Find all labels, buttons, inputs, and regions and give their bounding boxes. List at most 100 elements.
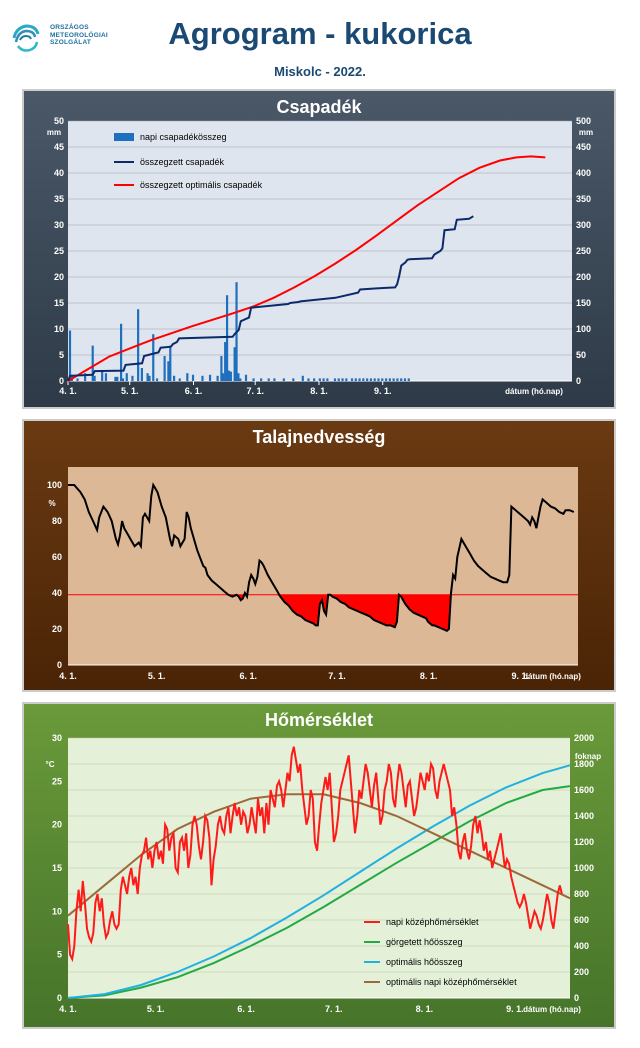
y-tick-label: 100 bbox=[47, 480, 62, 490]
precip-bar bbox=[403, 378, 407, 381]
y2-tick-label: 350 bbox=[576, 194, 591, 204]
precip-bar bbox=[337, 378, 340, 381]
y-tick-label: 30 bbox=[54, 220, 64, 230]
y-tick-label: 20 bbox=[52, 624, 62, 634]
precip-bar bbox=[191, 374, 195, 381]
precip-bar bbox=[152, 334, 155, 381]
page-title: Agrogram - kukorica bbox=[168, 16, 472, 51]
precip-bar bbox=[307, 378, 310, 381]
x-tick-label: 5. 1. bbox=[147, 1004, 165, 1014]
precip-bar bbox=[68, 330, 72, 381]
soil-moisture-line bbox=[68, 482, 575, 632]
y-tick-label: 25 bbox=[52, 776, 62, 786]
y2-tick-label: 300 bbox=[576, 220, 591, 230]
precip-bar bbox=[208, 374, 212, 381]
precip-bar bbox=[169, 345, 172, 381]
precip-bar bbox=[366, 378, 369, 381]
x-tick-label: 4. 1. bbox=[59, 671, 77, 681]
precip-bar bbox=[104, 373, 108, 381]
y-tick-label: 20 bbox=[54, 272, 64, 282]
precip-bar bbox=[222, 373, 225, 381]
x-tick-label: 9. 1. bbox=[374, 386, 392, 396]
y-tick-label: 80 bbox=[52, 516, 62, 526]
plot-area bbox=[68, 467, 578, 665]
precip-bar bbox=[377, 378, 380, 381]
rolling-heat-sum-line bbox=[67, 785, 571, 999]
page-subtitle: Miskolc - 2022. bbox=[274, 64, 366, 79]
y2-tick-label: 400 bbox=[574, 941, 589, 951]
x-tick-label: 6. 1. bbox=[240, 671, 258, 681]
precip-bar bbox=[384, 378, 388, 381]
precip-bar bbox=[341, 378, 344, 381]
precip-bar bbox=[155, 378, 159, 381]
y-tick-label: 45 bbox=[54, 142, 64, 152]
y2-tick-label: 2000 bbox=[574, 733, 594, 743]
y-tick-label: 0 bbox=[57, 993, 62, 1003]
logo-swirl-icon bbox=[12, 24, 40, 52]
precip-bar bbox=[400, 378, 403, 381]
precip-bar bbox=[229, 371, 232, 381]
y-tick-label: 5 bbox=[59, 350, 64, 360]
precip-bar bbox=[260, 378, 263, 381]
precip-bar bbox=[131, 375, 134, 381]
precip-bar bbox=[350, 378, 354, 381]
y2-tick-label: 200 bbox=[576, 272, 591, 282]
x-tick-label: 9. 1. bbox=[511, 671, 529, 681]
logo-text: ORSZÁGOS METEOROLÓGIAI SZOLGÁLAT bbox=[50, 24, 108, 47]
temperature-panel: 0 200 400 600 800 1000 1200 1400 1600 1800 2000 0 5 1… bbox=[22, 702, 616, 1029]
y-tick-label: 35 bbox=[54, 194, 64, 204]
precip-bar bbox=[125, 373, 128, 381]
precip-bar bbox=[114, 376, 117, 381]
y2-axis-unit: mm bbox=[579, 128, 593, 137]
precip-bar bbox=[362, 378, 365, 381]
precip-bar bbox=[220, 356, 223, 381]
y2-tick-label: 1600 bbox=[574, 785, 594, 795]
y-axis-unit: % bbox=[48, 499, 55, 508]
y-tick-label: 15 bbox=[52, 863, 62, 873]
precip-bar bbox=[392, 378, 395, 381]
legend-label: összegzett csapadék bbox=[140, 157, 225, 167]
x-axis-label: dátum (hó.nap) bbox=[505, 387, 563, 396]
y-axis-unit: °C bbox=[46, 760, 55, 769]
y-tick-label: 0 bbox=[57, 660, 62, 670]
y-tick-label: 20 bbox=[52, 820, 62, 830]
precip-bar bbox=[93, 375, 96, 381]
y-tick-label: 5 bbox=[57, 950, 62, 960]
y-tick-label: 50 bbox=[54, 116, 64, 126]
y2-tick-label: 200 bbox=[574, 967, 589, 977]
y2-tick-label: 1000 bbox=[574, 863, 594, 873]
precip-bar bbox=[267, 378, 270, 381]
y-tick-label: 60 bbox=[52, 552, 62, 562]
y2-tick-label: 50 bbox=[576, 350, 586, 360]
legend-label: összegzett optimális csapadék bbox=[140, 180, 263, 190]
temperature-chart: 0 200 400 600 800 1000 1200 1400 1600 1800 2000 0 5 1… bbox=[46, 733, 602, 1014]
legend-label: napi csapadékösszeg bbox=[140, 132, 227, 142]
y-tick-label: 25 bbox=[54, 246, 64, 256]
precip-bar bbox=[167, 361, 170, 381]
logo-line: SZOLGÁLAT bbox=[50, 39, 92, 46]
y2-tick-label: 1400 bbox=[574, 811, 594, 821]
daily-mean-temp-line bbox=[67, 746, 563, 963]
precip-bar bbox=[358, 378, 361, 381]
logo-line: ORSZÁGOS bbox=[50, 24, 89, 31]
x-axis-label: dátum (hó.nap) bbox=[523, 672, 581, 681]
x-tick-label: 7. 1. bbox=[325, 1004, 343, 1014]
soil-moisture-panel: 0 20 40 60 80 100% 4. 1. 5. 1. 6. 1. 7. 1. 8. 1. 9.… bbox=[22, 419, 616, 692]
y-tick-label: 0 bbox=[59, 376, 64, 386]
precip-bar bbox=[227, 370, 231, 381]
x-tick-label: 8. 1. bbox=[420, 671, 438, 681]
precip-bar bbox=[76, 378, 79, 381]
y2-tick-label: 1800 bbox=[574, 759, 594, 769]
precip-bar bbox=[373, 378, 376, 381]
legend-swatch-bar bbox=[114, 133, 134, 141]
precip-bar bbox=[224, 342, 227, 381]
precip-bar bbox=[239, 378, 242, 381]
soil-moisture-chart: 0 20 40 60 80 100% 4. 1. 5. 1. 6. 1. 7. 1. 8. 1. 9.… bbox=[47, 467, 581, 681]
precip-bar bbox=[140, 368, 144, 381]
precip-bar bbox=[244, 374, 248, 381]
precip-bar bbox=[407, 378, 410, 381]
x-tick-label: 5. 1. bbox=[121, 386, 139, 396]
y-tick-label: 30 bbox=[52, 733, 62, 743]
precip-bar bbox=[163, 356, 166, 381]
precip-bar bbox=[225, 295, 229, 381]
